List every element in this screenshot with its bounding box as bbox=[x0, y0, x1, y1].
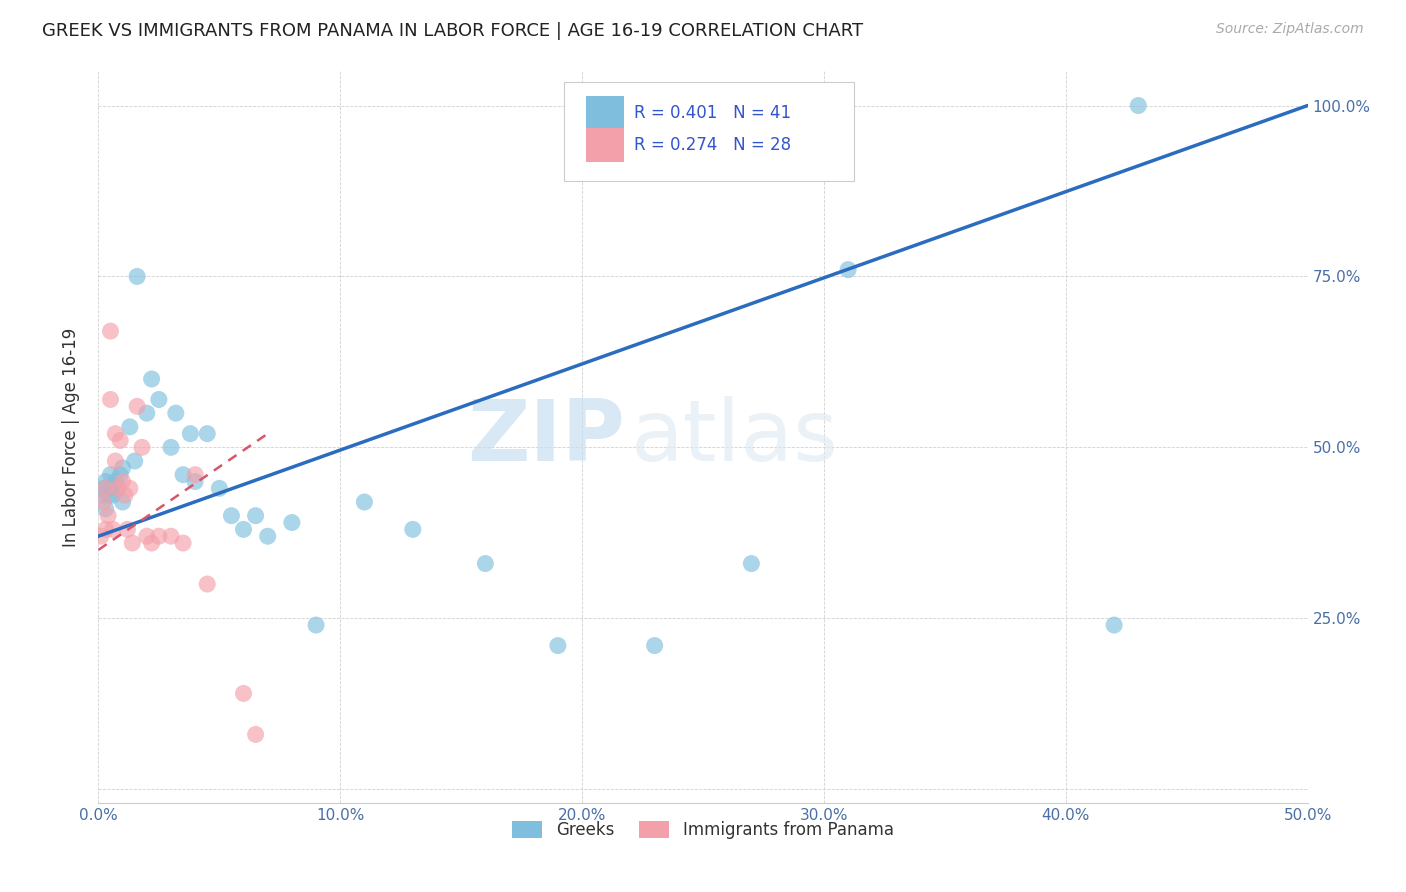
Point bbox=[474, 557, 496, 571]
Point bbox=[104, 454, 127, 468]
Point bbox=[195, 577, 218, 591]
Point bbox=[172, 467, 194, 482]
Point bbox=[402, 522, 425, 536]
Point bbox=[179, 426, 201, 441]
Point bbox=[118, 420, 141, 434]
Point bbox=[740, 557, 762, 571]
Point bbox=[547, 639, 569, 653]
Point bbox=[281, 516, 304, 530]
Y-axis label: In Labor Force | Age 16-19: In Labor Force | Age 16-19 bbox=[62, 327, 80, 547]
Point bbox=[100, 467, 122, 482]
Point bbox=[111, 495, 134, 509]
Point bbox=[135, 406, 157, 420]
Point bbox=[208, 481, 231, 495]
Point bbox=[245, 727, 267, 741]
Point bbox=[160, 529, 183, 543]
Point bbox=[107, 481, 129, 495]
Point bbox=[94, 475, 117, 489]
Point bbox=[118, 481, 141, 495]
Point bbox=[101, 522, 124, 536]
Point bbox=[172, 536, 194, 550]
Point bbox=[97, 508, 120, 523]
Point bbox=[148, 392, 170, 407]
Point bbox=[94, 522, 117, 536]
Point bbox=[90, 529, 112, 543]
Point bbox=[184, 467, 207, 482]
Point bbox=[100, 324, 122, 338]
Point bbox=[1102, 618, 1125, 632]
Point bbox=[127, 400, 149, 414]
Point bbox=[141, 372, 163, 386]
Point bbox=[121, 536, 143, 550]
Point bbox=[114, 488, 136, 502]
Point bbox=[100, 392, 122, 407]
Point bbox=[165, 406, 187, 420]
Point bbox=[141, 536, 163, 550]
Point bbox=[111, 475, 134, 489]
Point bbox=[245, 508, 267, 523]
Point bbox=[184, 475, 207, 489]
Point bbox=[104, 475, 127, 489]
Point bbox=[135, 529, 157, 543]
Point bbox=[91, 495, 114, 509]
Point bbox=[108, 434, 131, 448]
FancyBboxPatch shape bbox=[564, 82, 855, 181]
Point bbox=[104, 426, 127, 441]
FancyBboxPatch shape bbox=[586, 96, 624, 130]
Point bbox=[256, 529, 278, 543]
Text: ZIP: ZIP bbox=[467, 395, 624, 479]
Point bbox=[353, 495, 375, 509]
Text: R = 0.401   N = 41: R = 0.401 N = 41 bbox=[634, 104, 792, 122]
FancyBboxPatch shape bbox=[586, 128, 624, 162]
Legend: Greeks, Immigrants from Panama: Greeks, Immigrants from Panama bbox=[506, 814, 900, 846]
Point bbox=[100, 481, 122, 495]
Point bbox=[232, 522, 254, 536]
Point bbox=[90, 488, 112, 502]
Point bbox=[837, 262, 859, 277]
Point bbox=[305, 618, 328, 632]
Point bbox=[97, 488, 120, 502]
Point bbox=[131, 440, 153, 454]
Point bbox=[107, 481, 129, 495]
Point bbox=[232, 686, 254, 700]
Text: atlas: atlas bbox=[630, 395, 838, 479]
Point bbox=[160, 440, 183, 454]
Point bbox=[94, 481, 117, 495]
Text: R = 0.274   N = 28: R = 0.274 N = 28 bbox=[634, 136, 792, 154]
Point bbox=[94, 501, 117, 516]
Point bbox=[221, 508, 243, 523]
Point bbox=[124, 454, 146, 468]
Point bbox=[91, 481, 114, 495]
Point bbox=[108, 467, 131, 482]
Point bbox=[644, 639, 666, 653]
Point bbox=[111, 460, 134, 475]
Point bbox=[148, 529, 170, 543]
Point bbox=[117, 522, 139, 536]
Point bbox=[101, 488, 124, 502]
Point bbox=[195, 426, 218, 441]
Point bbox=[127, 269, 149, 284]
Point bbox=[1128, 98, 1150, 112]
Text: GREEK VS IMMIGRANTS FROM PANAMA IN LABOR FORCE | AGE 16-19 CORRELATION CHART: GREEK VS IMMIGRANTS FROM PANAMA IN LABOR… bbox=[42, 22, 863, 40]
Text: Source: ZipAtlas.com: Source: ZipAtlas.com bbox=[1216, 22, 1364, 37]
